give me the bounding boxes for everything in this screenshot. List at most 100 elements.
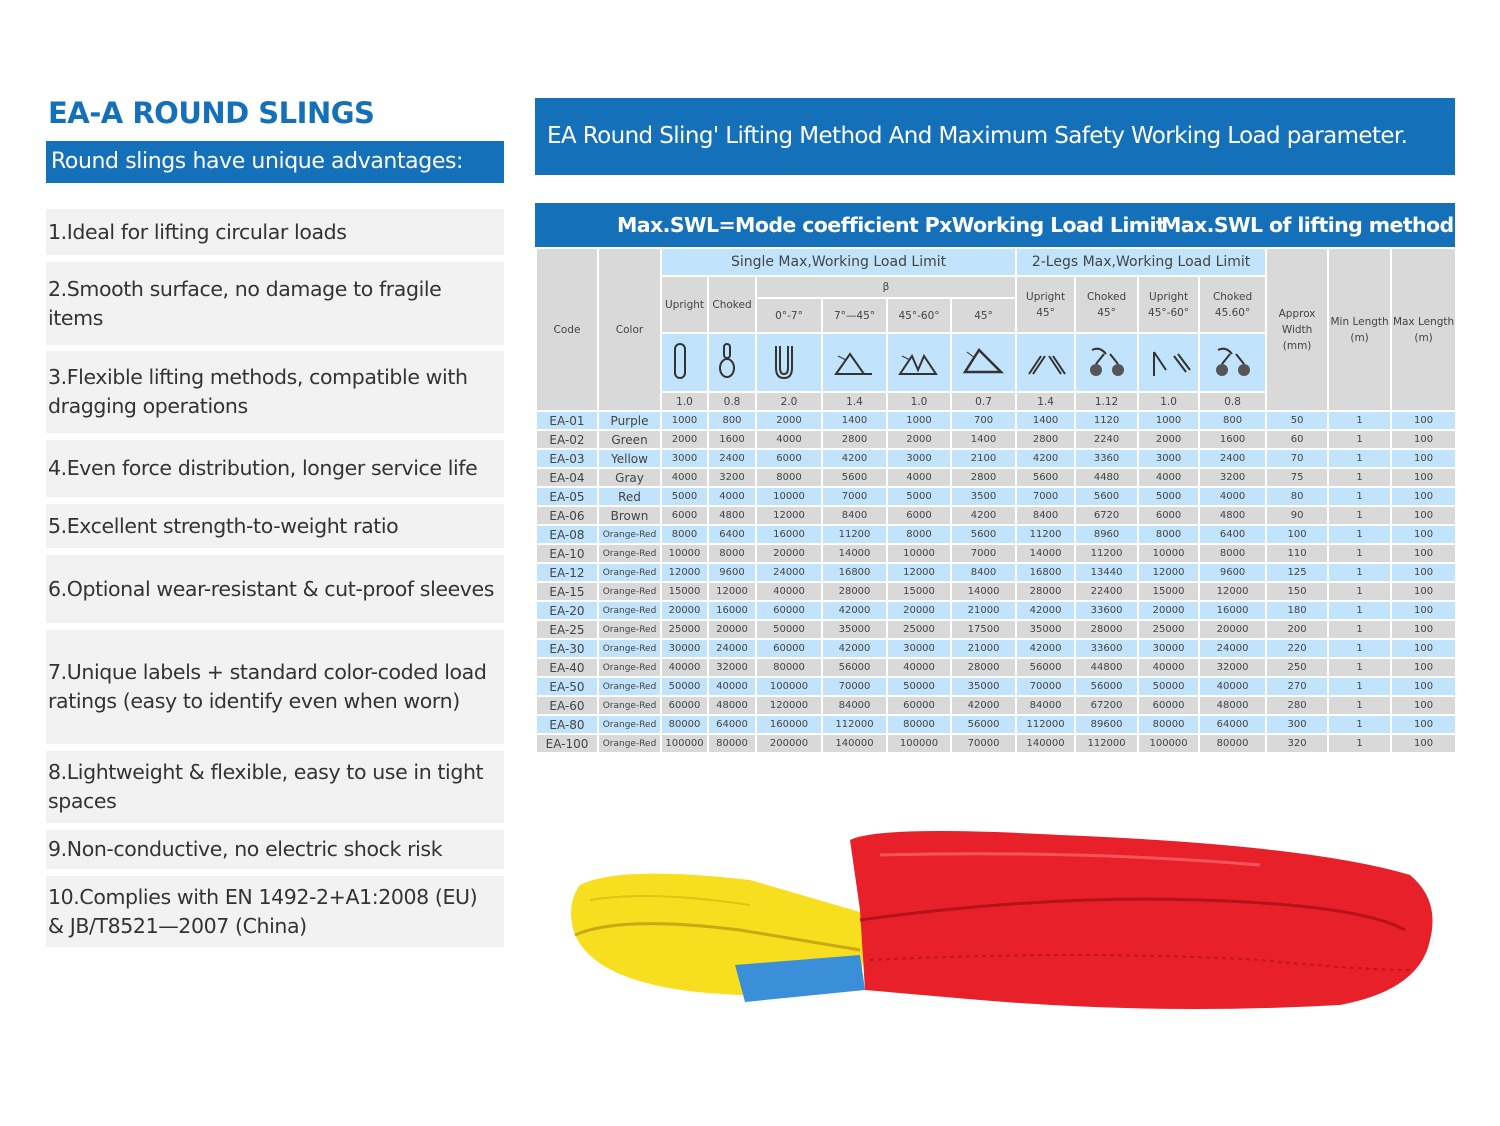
- table-row: EA-40 Orange-Red 40000 32000 80000 56000 40000…: [535, 657, 1458, 678]
- value-cell: 20000: [1137, 600, 1201, 621]
- red-sling-loop: [850, 831, 1433, 1009]
- value-cell: 60000: [755, 600, 823, 621]
- advantage-item: 1.Ideal for lifting circular loads: [46, 209, 504, 255]
- value-cell: 2240: [1074, 429, 1140, 450]
- value-cell: 3200: [707, 467, 757, 488]
- value-cell: 270: [1265, 676, 1330, 697]
- value-cell: 80000: [886, 714, 952, 735]
- advantage-text: 4.Even force distribution, longer servic…: [48, 456, 478, 480]
- code-cell: EA-10: [535, 543, 599, 564]
- value-cell: 8400: [821, 505, 888, 526]
- value-cell: 100: [1390, 676, 1458, 697]
- value-cell: 1: [1327, 600, 1393, 621]
- value-cell: 112000: [1074, 733, 1140, 754]
- mode-coefficient: 1.4: [1015, 391, 1077, 412]
- color-cell: Orange-Red: [597, 695, 662, 716]
- value-cell: 16000: [1198, 600, 1268, 621]
- value-cell: 16800: [1015, 562, 1077, 583]
- value-cell: 2000: [886, 429, 952, 450]
- value-cell: 15000: [660, 581, 709, 602]
- color-cell: Orange-Red: [597, 562, 662, 583]
- table-row: EA-10 Orange-Red 10000 8000 20000 14000 10000 7…: [535, 543, 1458, 564]
- value-cell: 50000: [886, 676, 952, 697]
- table-row: EA-60 Orange-Red 60000 48000 120000 84000 6000…: [535, 695, 1458, 716]
- value-cell: 8000: [1198, 543, 1268, 564]
- value-cell: 35000: [821, 619, 888, 640]
- value-cell: 2000: [755, 410, 823, 431]
- value-cell: 2800: [821, 429, 888, 450]
- value-cell: 120000: [755, 695, 823, 716]
- value-cell: 1600: [707, 429, 757, 450]
- value-cell: 100: [1390, 486, 1458, 507]
- color-cell: Gray: [597, 467, 662, 488]
- value-cell: 20000: [707, 619, 757, 640]
- value-cell: 2800: [1015, 429, 1077, 450]
- value-cell: 8000: [660, 524, 709, 545]
- value-cell: 14000: [821, 543, 888, 564]
- advantage-item: 7.Unique labels + standard color-coded l…: [46, 630, 504, 744]
- lifting-method-cell: [660, 332, 709, 393]
- page-title: EA-A ROUND SLINGS: [48, 96, 375, 130]
- value-cell: 30000: [1137, 638, 1201, 659]
- formula-text: Max.SWL=Mode coefficient PxWorking Load …: [617, 213, 1166, 237]
- code-cell: EA-12: [535, 562, 599, 583]
- value-cell: 11200: [1074, 543, 1140, 564]
- two-leg-choked-45-60-icon: [1215, 347, 1250, 376]
- value-cell: 84000: [821, 695, 888, 716]
- color-cell: Purple: [597, 410, 662, 431]
- value-cell: 56000: [949, 714, 1018, 735]
- value-cell: 2400: [1198, 448, 1268, 469]
- value-cell: 28000: [949, 657, 1018, 678]
- value-cell: 40000: [755, 581, 823, 602]
- two-leg-choked-45-icon: [1089, 347, 1124, 376]
- header-upright: Upright: [660, 275, 709, 334]
- table-row: EA-04 Gray 4000 3200 8000 5600 4000 2800 5600 448…: [535, 467, 1458, 488]
- value-cell: 42000: [1015, 600, 1077, 621]
- value-cell: 8000: [1137, 524, 1201, 545]
- value-cell: 12000: [755, 505, 823, 526]
- value-cell: 6720: [1074, 505, 1140, 526]
- mode-coefficient: 0.8: [707, 391, 757, 412]
- triangle-45-icon: [962, 348, 1004, 374]
- value-cell: 160000: [755, 714, 823, 735]
- color-cell: Orange-Red: [597, 733, 662, 754]
- advantage-text: 3.Flexible lifting methods, compatible w…: [48, 365, 468, 418]
- advantage-text: 1.Ideal for lifting circular loads: [48, 219, 347, 244]
- value-cell: 20000: [755, 543, 823, 564]
- value-cell: 20000: [886, 600, 952, 621]
- value-cell: 16800: [821, 562, 888, 583]
- value-cell: 84000: [1015, 695, 1077, 716]
- header-color: Color: [597, 247, 662, 412]
- value-cell: 30000: [886, 638, 952, 659]
- table-row: EA-20 Orange-Red 20000 16000 60000 42000 20000…: [535, 600, 1458, 621]
- value-cell: 6400: [707, 524, 757, 545]
- value-cell: 40000: [660, 657, 709, 678]
- value-cell: 42000: [821, 600, 888, 621]
- header-beta: β: [754, 275, 1018, 299]
- value-cell: 2800: [949, 467, 1018, 488]
- value-cell: 125: [1265, 562, 1330, 583]
- value-cell: 1: [1327, 733, 1393, 754]
- value-cell: 60000: [755, 638, 823, 659]
- table-title-bar: Max.SWL=Mode coefficient PxWorking Load …: [535, 203, 1455, 247]
- value-cell: 150: [1265, 581, 1330, 602]
- value-cell: 6000: [755, 448, 823, 469]
- value-cell: 56000: [1074, 676, 1140, 697]
- value-cell: 9600: [707, 562, 757, 583]
- lifting-method-cell: [949, 332, 1018, 393]
- value-cell: 80000: [1137, 714, 1201, 735]
- value-cell: 44800: [1074, 657, 1140, 678]
- value-cell: 80000: [1198, 733, 1268, 754]
- advantage-item: 3.Flexible lifting methods, compatible w…: [46, 351, 504, 433]
- table-row: EA-08 Orange-Red 8000 6400 16000 11200 8000 560…: [535, 524, 1458, 545]
- table-row: EA-100 Orange-Red 100000 80000 200000 140000 1…: [535, 733, 1458, 754]
- value-cell: 10000: [886, 543, 952, 564]
- lifting-method-cell: [707, 332, 757, 393]
- table-row: EA-15 Orange-Red 15000 12000 40000 28000 15000…: [535, 581, 1458, 602]
- value-cell: 42000: [821, 638, 888, 659]
- value-cell: 100: [1390, 410, 1458, 431]
- value-cell: 2000: [1137, 429, 1201, 450]
- value-cell: 1: [1327, 543, 1393, 564]
- value-cell: 100: [1390, 733, 1458, 754]
- mode-coefficient: 1.4: [821, 391, 888, 412]
